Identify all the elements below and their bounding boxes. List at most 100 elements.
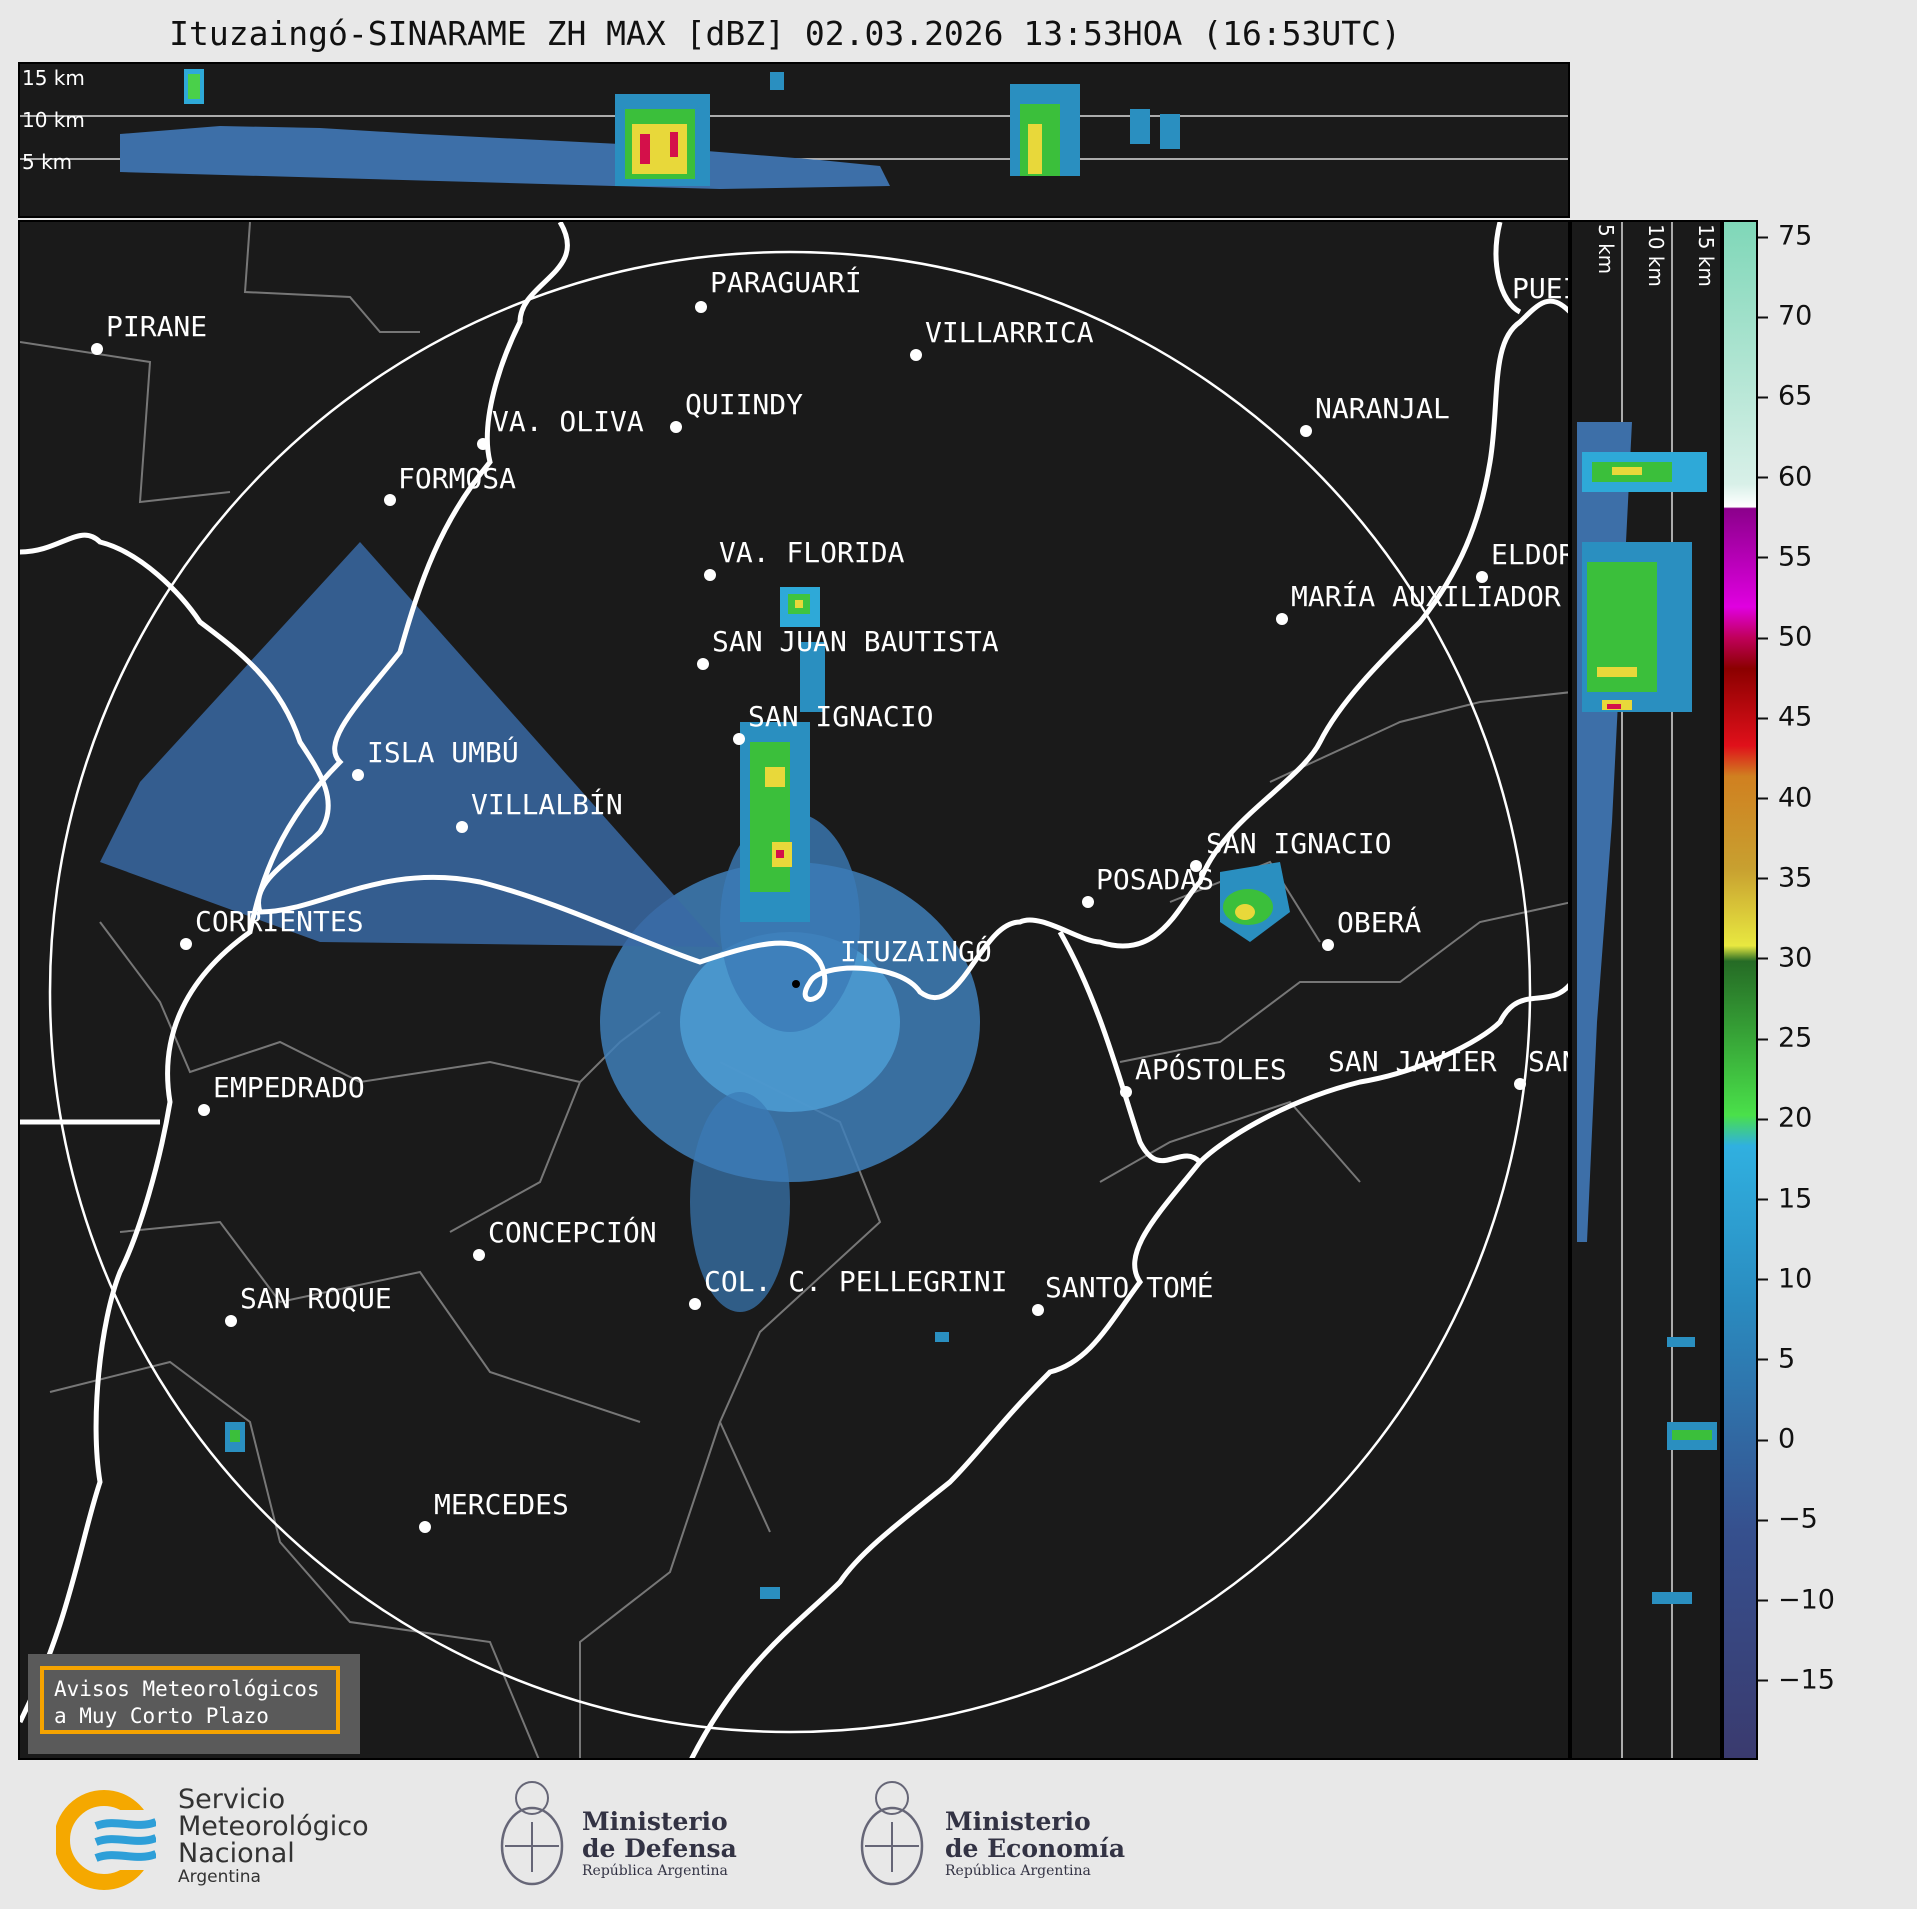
city-label-pirane: PIRANE <box>106 310 208 343</box>
city-label-puei: PUEI <box>1512 272 1568 305</box>
colorbar-tick-label: 30 <box>1758 942 1812 973</box>
city-label-va-oliva: VA. OLIVA <box>492 405 644 438</box>
colorbar-tick-label: 50 <box>1758 622 1812 653</box>
defensa-line-3: República Argentina <box>582 1863 728 1879</box>
smn-logo-icon <box>56 1790 156 1890</box>
city-label-obera: OBERÁ <box>1337 906 1422 939</box>
height-label-10km: 10 km <box>22 108 85 132</box>
city-dot <box>695 301 707 313</box>
city-dot <box>477 438 489 450</box>
notice-box: Avisos Meteorológicos a Muy Corto Plazo <box>28 1654 360 1754</box>
colorbar-tick-label: 10 <box>1758 1263 1812 1294</box>
colorbar <box>1722 220 1758 1760</box>
city-label-quiindy: QUIINDY <box>685 388 804 421</box>
economia-line-2: de Economía <box>945 1834 1126 1863</box>
city-label-paraguari: PARAGUARÍ <box>710 266 862 299</box>
top-profile-echoes <box>20 69 1568 189</box>
city-label-villarrica: VILLARRICA <box>925 316 1094 349</box>
colorbar-tick-label: 55 <box>1758 541 1812 572</box>
city-dot <box>198 1104 210 1116</box>
side-profile-echoes <box>1577 222 1717 1758</box>
footer-logos: Servicio Meteorológico Nacional Argentin… <box>0 1762 1917 1909</box>
radar-site <box>792 980 800 988</box>
defensa-coat-of-arms-icon <box>500 1781 564 1886</box>
city-label-san-roque: SAN ROQUE <box>240 1282 392 1315</box>
city-label-san-ignacio-ar: SAN IGNACIO <box>1206 827 1392 860</box>
smn-line-2: Meteorológico <box>178 1811 369 1842</box>
economia-line-3: República Argentina <box>945 1863 1091 1879</box>
smn-line-4: Argentina <box>178 1867 261 1887</box>
city-label-maria-auxiliador: MARÍA AUXILIADOR <box>1291 580 1561 613</box>
economia-logo-text: Ministerio de Economía República Argenti… <box>945 1808 1125 1880</box>
defensa-line-1: Ministerio <box>582 1807 728 1836</box>
city-label-san-juan-bautista: SAN JUAN BAUTISTA <box>712 625 999 658</box>
city-dot <box>733 733 745 745</box>
colorbar-tick-label: 60 <box>1758 461 1812 492</box>
height-label-15km: 15 km <box>22 66 85 90</box>
colorbar-tick-label: 75 <box>1758 221 1812 252</box>
city-dot <box>1300 425 1312 437</box>
chart-title: Ituzaingó-SINARAME ZH MAX [dBZ] 02.03.20… <box>169 14 1401 53</box>
economia-coat-of-arms-icon <box>860 1781 924 1886</box>
city-dot <box>1514 1078 1526 1090</box>
city-label-naranjal: NARANJAL <box>1315 392 1450 425</box>
radar-map-graphics <box>20 222 1568 1758</box>
smn-logo-text: Servicio Meteorológico Nacional Argentin… <box>178 1786 369 1887</box>
side-height-label-10km: 10 km <box>1644 224 1668 287</box>
defensa-logo-text: Ministerio de Defensa República Argentin… <box>582 1808 737 1880</box>
city-label-mercedes: MERCEDES <box>434 1488 569 1521</box>
city-label-col-c-pellegrini: COL. C. PELLEGRINI <box>704 1265 1008 1298</box>
colorbar-tick-label: 0 <box>1758 1424 1795 1455</box>
city-label-posadas: POSADAS <box>1096 863 1215 896</box>
colorbar-tick-label: −15 <box>1758 1664 1835 1695</box>
smn-line-3: Nacional <box>178 1838 295 1869</box>
colorbar-tick-label: 20 <box>1758 1103 1812 1134</box>
city-dot <box>1276 613 1288 625</box>
city-dot <box>1120 1086 1132 1098</box>
side-height-profile-panel: 5 km 10 km 15 km <box>1570 220 1722 1760</box>
city-dot <box>1476 571 1488 583</box>
city-label-eldor: ELDOR <box>1491 538 1570 571</box>
economia-line-1: Ministerio <box>945 1807 1091 1836</box>
smn-line-1: Servicio <box>178 1784 286 1815</box>
city-dot <box>697 658 709 670</box>
side-height-label-15km: 15 km <box>1694 224 1718 287</box>
colorbar-tick-label: 15 <box>1758 1183 1812 1214</box>
range-ring <box>48 250 1532 1734</box>
city-dot <box>180 938 192 950</box>
city-label-ituzaingo: ITUZAINGÓ <box>840 935 992 968</box>
colorbar-ticks: 75 70 65 60 55 50 45 40 35 30 25 20 15 10 5 0 −5 −10 −15 <box>1758 220 1908 1760</box>
city-dot <box>225 1315 237 1327</box>
top-height-profile-panel: 15 km 10 km 5 km <box>18 62 1570 218</box>
colorbar-tick-label: 65 <box>1758 381 1812 412</box>
city-label-san-ignacio-py: SAN IGNACIO <box>748 700 934 733</box>
city-dot <box>1082 896 1094 908</box>
colorbar-tick-label: 45 <box>1758 702 1812 733</box>
city-dot <box>1190 860 1202 872</box>
city-label-san: SAN <box>1528 1045 1568 1078</box>
city-dot <box>670 421 682 433</box>
notice-box-border: Avisos Meteorológicos a Muy Corto Plazo <box>40 1666 340 1734</box>
city-dot <box>456 821 468 833</box>
city-label-corrientes: CORRIENTES <box>195 905 364 938</box>
city-label-empedrado: EMPEDRADO <box>213 1071 365 1104</box>
city-dot <box>473 1249 485 1261</box>
city-dot <box>384 494 396 506</box>
colorbar-tick-label: 70 <box>1758 301 1812 332</box>
colorbar-tick-label: −10 <box>1758 1584 1835 1615</box>
colorbar-tick-label: 40 <box>1758 782 1812 813</box>
city-dot <box>1032 1304 1044 1316</box>
city-label-va-florida: VA. FLORIDA <box>719 536 905 569</box>
side-height-label-5km: 5 km <box>1594 224 1618 275</box>
city-label-san-javier: SAN JAVIER <box>1328 1045 1497 1078</box>
city-dot <box>352 769 364 781</box>
city-label-isla-umbu: ISLA UMBÚ <box>367 736 519 769</box>
colorbar-tick-label: −5 <box>1758 1504 1818 1535</box>
colorbar-tick-label: 5 <box>1758 1343 1795 1374</box>
city-label-villalbin: VILLALBÍN <box>471 788 623 821</box>
colorbar-tick-label: 35 <box>1758 862 1812 893</box>
radar-map: PARAGUARÍ PIRANE VILLARRICA QUIINDY VA. … <box>18 220 1570 1760</box>
city-dot <box>689 1298 701 1310</box>
city-label-formosa: FORMOSA <box>398 462 517 495</box>
city-label-apostoles: APÓSTOLES <box>1135 1053 1287 1086</box>
